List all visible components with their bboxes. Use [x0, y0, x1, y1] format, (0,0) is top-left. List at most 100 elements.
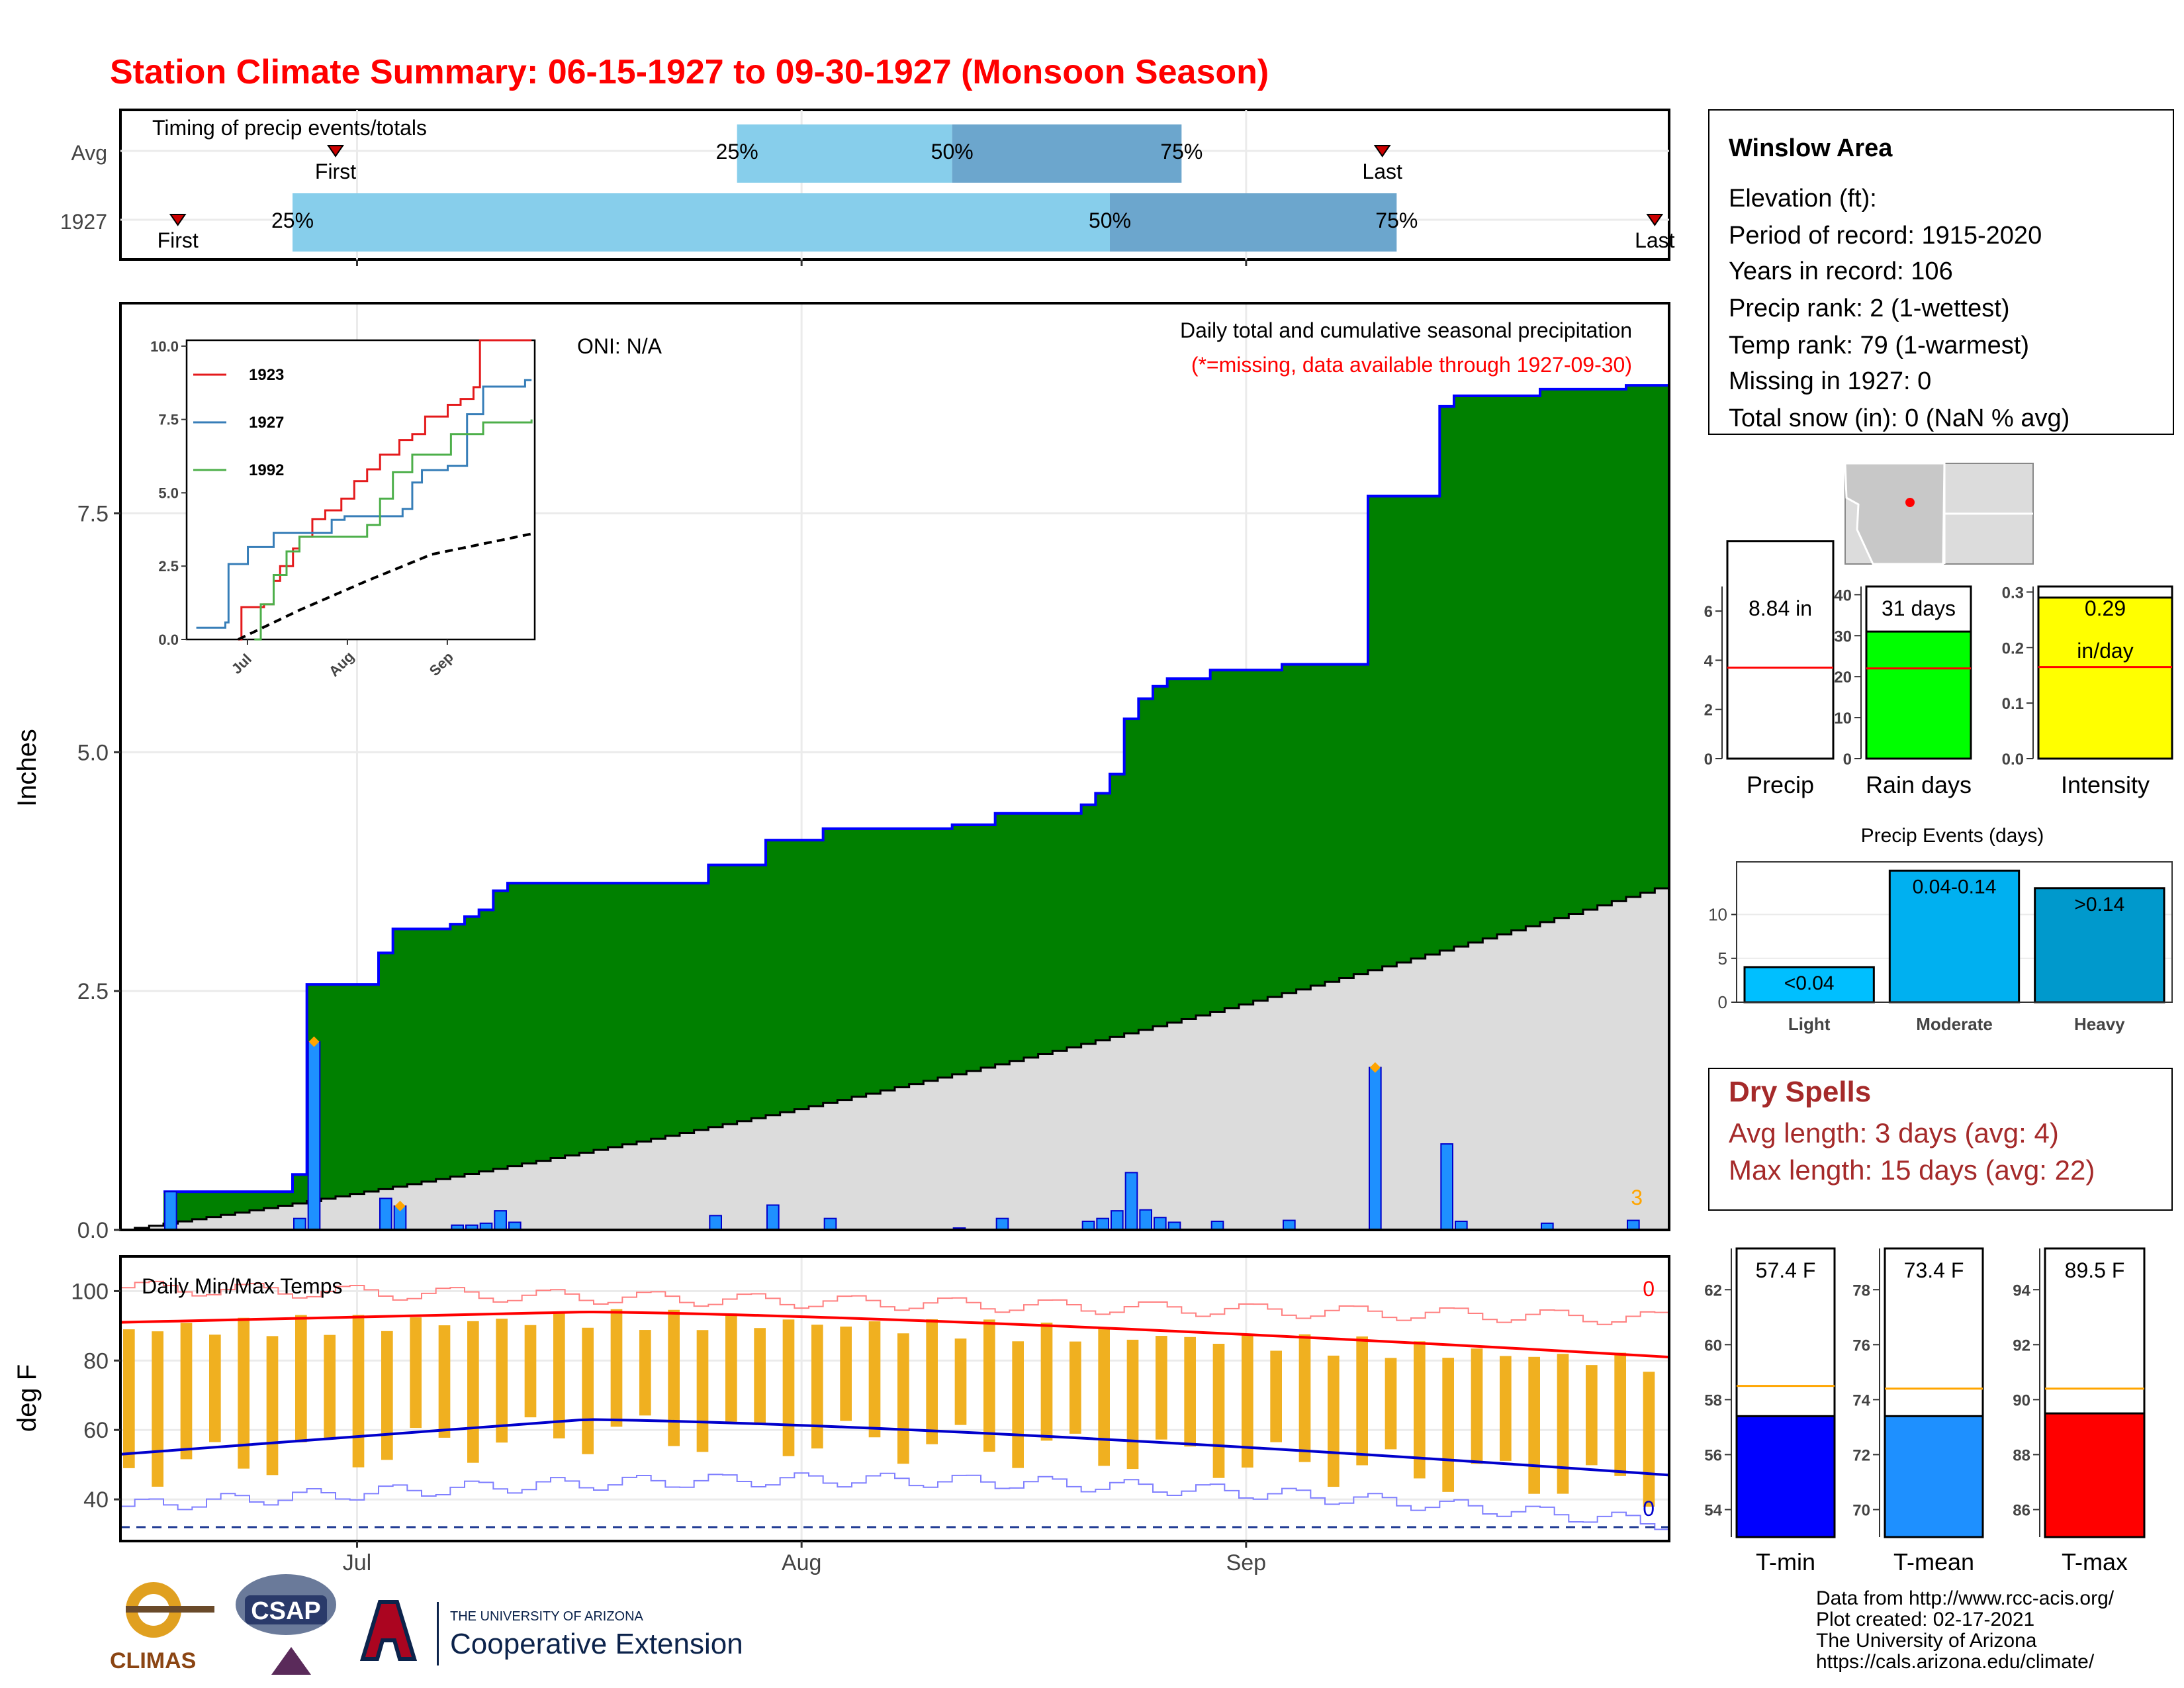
daily-temp-bar	[1557, 1354, 1569, 1494]
inset-normal-line	[238, 532, 532, 641]
record-high-line	[120, 1280, 1669, 1325]
timing-label-75: 75%	[1375, 209, 1418, 232]
precip-y-tick-label: 7.5	[77, 502, 109, 527]
daily-temp-bar	[295, 1315, 307, 1442]
summary-y-tick-label: 72	[1852, 1446, 1870, 1464]
inset-series-line	[196, 379, 532, 629]
daily-temp-bar	[840, 1327, 852, 1421]
summary-bar-fill	[1865, 630, 1972, 760]
oni-label: ONI: N/A	[577, 334, 662, 358]
summary-bar-name: Rain days	[1866, 771, 1972, 798]
csap-badge	[245, 1595, 327, 1624]
timing-label-25: 25%	[271, 209, 314, 232]
summary-bar-precip: 0 2 4 6 8.84 in Precip	[1704, 540, 1835, 798]
summary-y-tick-label: 74	[1852, 1391, 1870, 1409]
ua-small-text: THE UNIVERSITY OF ARIZONA	[450, 1609, 644, 1624]
daily-temp-bar	[1040, 1323, 1053, 1441]
daily-temp-bar	[1614, 1352, 1626, 1476]
daily-precip-marker	[394, 1200, 406, 1211]
summary-y-tick-label: 0.0	[2002, 751, 2024, 769]
daily-temp-bar	[582, 1327, 594, 1454]
timing-panel-label: Timing of precip events/totals	[152, 116, 427, 140]
inset-legend-label: 1992	[249, 461, 284, 479]
events-category-label: Moderate	[1916, 1014, 1993, 1034]
daily-temp-bar	[926, 1319, 938, 1444]
summary-y-tick-label: 88	[2013, 1446, 2030, 1464]
daily-precip-bar	[766, 1204, 780, 1231]
timing-last-label: Last	[1635, 228, 1675, 252]
ua-a-icon	[359, 1600, 418, 1661]
daily-temp-bar	[1242, 1335, 1253, 1468]
summary-y-tick-label: 60	[1704, 1336, 1722, 1354]
events-bar	[1743, 966, 1875, 1004]
daily-temp-bar	[1414, 1341, 1426, 1479]
record-low-line	[120, 1472, 1669, 1530]
summary-y-tick-label: 90	[2013, 1391, 2030, 1409]
avg-tmax-line	[120, 1310, 1670, 1359]
summary-bar-fill	[2044, 1412, 2146, 1538]
precip-y-tick-label: 5.0	[77, 740, 109, 765]
daily-temp-bar	[782, 1319, 795, 1456]
page-title: Station Climate Summary: 06-15-1927 to 0…	[110, 53, 1269, 91]
daily-precip-bar	[164, 1191, 177, 1231]
csap-logo: CSAP	[236, 1574, 336, 1675]
timing-label-50: 50%	[931, 140, 974, 164]
daily-temp-bar	[1442, 1358, 1454, 1492]
credit-university: The University of Arizona	[1816, 1630, 2037, 1652]
timing-last-marker	[1646, 214, 1664, 226]
daily-precip-bar	[1096, 1217, 1110, 1231]
month-label: Aug	[782, 1550, 822, 1575]
daily-precip-marker	[1369, 1062, 1381, 1073]
month-label: Jul	[343, 1550, 371, 1575]
state-border	[1943, 463, 2033, 564]
summary-y-tick-label: 92	[2013, 1336, 2030, 1354]
precip-panel-frame	[119, 302, 1670, 1231]
daily-precip-bar	[709, 1215, 723, 1231]
summary-y-tick-label: 30	[1834, 628, 1852, 645]
events-plot-frame	[1736, 861, 2173, 1003]
daily-precip-bar	[1111, 1210, 1124, 1231]
daily-precip-bar	[995, 1217, 1009, 1231]
daily-temp-bar	[410, 1317, 422, 1429]
summary-bar-name: T-mean	[1893, 1548, 1974, 1575]
daily-temp-bar	[639, 1330, 651, 1416]
dry-spells-title: Dry Spells	[1729, 1076, 1871, 1108]
daily-temp-bar	[897, 1333, 909, 1464]
info-temp-rank: Temp rank: 79 (1-warmest)	[1729, 332, 2029, 359]
cumulative-precip-area	[163, 385, 1669, 1224]
summary-value-label: 73.4 F	[1904, 1258, 1964, 1282]
temp-y-tick-label: 80	[83, 1348, 109, 1374]
daily-temp-bar	[696, 1330, 709, 1452]
summary-bar-fill	[1735, 1415, 1836, 1538]
timing-row-label-avg: Avg	[71, 141, 107, 165]
summary-bar-name: Precip	[1747, 771, 1814, 798]
precip-events-chart: Precip Events (days) 0 5 10 <0.04 Light 0.04-…	[1708, 825, 2173, 1034]
inset-legend-label: 1923	[249, 366, 284, 384]
precip-panel: 0.0 2.5 5.0 7.5 Inches ONI: N/A Daily total…	[13, 302, 1670, 1243]
summary-bar-fill	[1726, 540, 1835, 760]
daily-temp-bar	[811, 1325, 823, 1449]
daily-temp-bar	[1156, 1336, 1167, 1440]
timing-label-50: 50%	[1089, 209, 1131, 232]
missing-note: (*=missing, data available through 1927-…	[1191, 353, 1632, 377]
temp-high-count: 0	[1643, 1277, 1655, 1301]
dry-spells-box: Dry Spells Avg length: 3 days (avg: 4) M…	[1708, 1068, 2173, 1211]
timing-bar-50-75	[1110, 193, 1397, 252]
daily-temp-bar	[381, 1331, 393, 1460]
daily-temp-bar	[1098, 1328, 1110, 1466]
daily-precip-marker	[308, 1036, 320, 1047]
station-location-marker	[1905, 498, 1915, 507]
timing-bar-50-75	[952, 124, 1182, 183]
temp-summary-bar-t-max: 86 88 90 92 94 89.5 F T-max	[2013, 1247, 2146, 1575]
summary-y-tick-label: 56	[1704, 1446, 1722, 1464]
info-precip-rank: Precip rank: 2 (1-wettest)	[1729, 295, 2009, 322]
timing-bar-25-50	[293, 193, 1110, 252]
summary-y-tick-label: 10	[1834, 710, 1852, 727]
temp-low-count: 0	[1643, 1497, 1655, 1521]
info-period: Period of record: 1915-2020	[1729, 222, 2042, 250]
summary-y-tick-label: 76	[1852, 1336, 1870, 1354]
summary-y-tick-label: 4	[1704, 652, 1713, 670]
summary-y-tick-label: 2	[1704, 702, 1713, 720]
daily-temp-bar	[1471, 1348, 1483, 1464]
